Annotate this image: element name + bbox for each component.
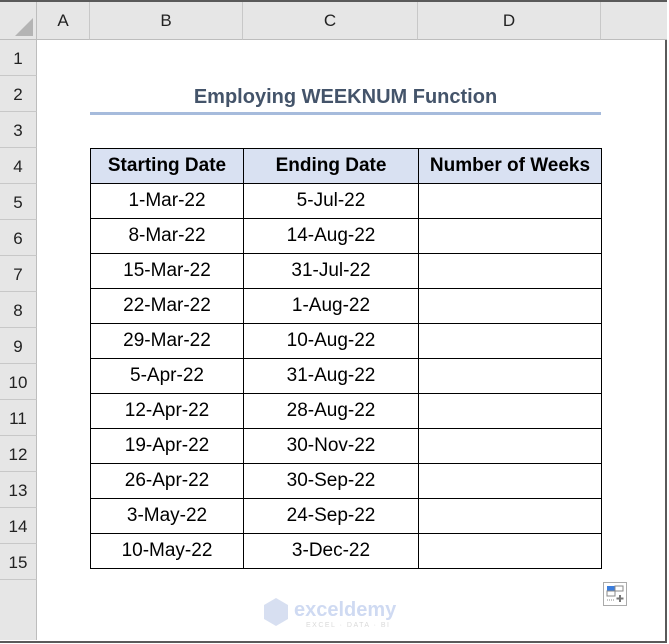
- cell-ending-date[interactable]: 31-Jul-22: [243, 253, 419, 289]
- table-row: 1-Mar-22 5-Jul-22: [90, 183, 602, 219]
- cell-starting-date[interactable]: 1-Mar-22: [90, 183, 244, 219]
- table-row: 8-Mar-22 14-Aug-22: [90, 218, 602, 254]
- row-header-9[interactable]: 9: [0, 328, 37, 364]
- cell-number-of-weeks[interactable]: [418, 358, 602, 394]
- row-header-1[interactable]: 1: [0, 40, 37, 76]
- cell-starting-date[interactable]: 8-Mar-22: [90, 218, 244, 254]
- cell-starting-date[interactable]: 29-Mar-22: [90, 323, 244, 359]
- cell-ending-date[interactable]: 3-Dec-22: [243, 533, 419, 569]
- cell-starting-date[interactable]: 15-Mar-22: [90, 253, 244, 289]
- row-header-10[interactable]: 10: [0, 364, 37, 400]
- row-header-3[interactable]: 3: [0, 112, 37, 148]
- cell-ending-date[interactable]: 24-Sep-22: [243, 498, 419, 534]
- cell-starting-date[interactable]: 12-Apr-22: [90, 393, 244, 429]
- cell-number-of-weeks[interactable]: [418, 533, 602, 569]
- row-header-5[interactable]: 5: [0, 184, 37, 220]
- cell-number-of-weeks[interactable]: [418, 428, 602, 464]
- table-row: 10-May-22 3-Dec-22: [90, 533, 602, 569]
- row-header-14[interactable]: 14: [0, 508, 37, 544]
- row-header-12[interactable]: 12: [0, 436, 37, 472]
- cell-ending-date[interactable]: 14-Aug-22: [243, 218, 419, 254]
- cell-number-of-weeks[interactable]: [418, 218, 602, 254]
- column-header-c[interactable]: C: [243, 2, 418, 40]
- cell-ending-date[interactable]: 30-Nov-22: [243, 428, 419, 464]
- header-starting-date[interactable]: Starting Date: [90, 148, 244, 184]
- svg-text:exceldemy: exceldemy: [294, 599, 397, 621]
- row-header-13[interactable]: 13: [0, 472, 37, 508]
- cell-starting-date[interactable]: 19-Apr-22: [90, 428, 244, 464]
- cell-ending-date[interactable]: 10-Aug-22: [243, 323, 419, 359]
- table-row: 12-Apr-22 28-Aug-22: [90, 393, 602, 429]
- table-row: 3-May-22 24-Sep-22: [90, 498, 602, 534]
- cell-starting-date[interactable]: 10-May-22: [90, 533, 244, 569]
- column-header-b[interactable]: B: [90, 2, 243, 40]
- exceldemy-watermark: exceldemy EXCEL · DATA · BI: [262, 596, 412, 635]
- cell-starting-date[interactable]: 22-Mar-22: [90, 288, 244, 324]
- cell-ending-date[interactable]: 28-Aug-22: [243, 393, 419, 429]
- row-header-11[interactable]: 11: [0, 400, 37, 436]
- column-header-d[interactable]: D: [418, 2, 601, 40]
- table-row: 5-Apr-22 31-Aug-22: [90, 358, 602, 394]
- cell-ending-date[interactable]: 31-Aug-22: [243, 358, 419, 394]
- cell-number-of-weeks[interactable]: [418, 323, 602, 359]
- cell-ending-date[interactable]: 30-Sep-22: [243, 463, 419, 499]
- table-row: 29-Mar-22 10-Aug-22: [90, 323, 602, 359]
- cell-number-of-weeks[interactable]: [418, 498, 602, 534]
- table-header-row: Starting Date Ending Date Number of Week…: [90, 148, 602, 184]
- header-number-of-weeks[interactable]: Number of Weeks: [418, 148, 602, 184]
- row-header-2[interactable]: 2: [0, 76, 37, 112]
- table-row: 22-Mar-22 1-Aug-22: [90, 288, 602, 324]
- quick-analysis-icon[interactable]: [603, 582, 627, 606]
- table-row: 19-Apr-22 30-Nov-22: [90, 428, 602, 464]
- row-header-8[interactable]: 8: [0, 292, 37, 328]
- cell-number-of-weeks[interactable]: [418, 253, 602, 289]
- cell-number-of-weeks[interactable]: [418, 183, 602, 219]
- cell-number-of-weeks[interactable]: [418, 393, 602, 429]
- cell-starting-date[interactable]: 3-May-22: [90, 498, 244, 534]
- row-header-7[interactable]: 7: [0, 256, 37, 292]
- select-all-corner[interactable]: [0, 2, 37, 40]
- row-header-15[interactable]: 15: [0, 544, 37, 580]
- row-header-4[interactable]: 4: [0, 148, 37, 184]
- table-row: 26-Apr-22 30-Sep-22: [90, 463, 602, 499]
- cell-number-of-weeks[interactable]: [418, 288, 602, 324]
- column-header-a[interactable]: A: [37, 2, 90, 40]
- cell-number-of-weeks[interactable]: [418, 463, 602, 499]
- cell-starting-date[interactable]: 5-Apr-22: [90, 358, 244, 394]
- column-header-e[interactable]: [601, 2, 667, 40]
- cell-ending-date[interactable]: 1-Aug-22: [243, 288, 419, 324]
- cell-ending-date[interactable]: 5-Jul-22: [243, 183, 419, 219]
- cell-starting-date[interactable]: 26-Apr-22: [90, 463, 244, 499]
- data-table: Starting Date Ending Date Number of Week…: [90, 148, 602, 569]
- svg-text:EXCEL · DATA · BI: EXCEL · DATA · BI: [306, 622, 391, 629]
- table-row: 15-Mar-22 31-Jul-22: [90, 253, 602, 289]
- row-header-6[interactable]: 6: [0, 220, 37, 256]
- header-ending-date[interactable]: Ending Date: [243, 148, 419, 184]
- page-title: Employing WEEKNUM Function: [90, 78, 601, 115]
